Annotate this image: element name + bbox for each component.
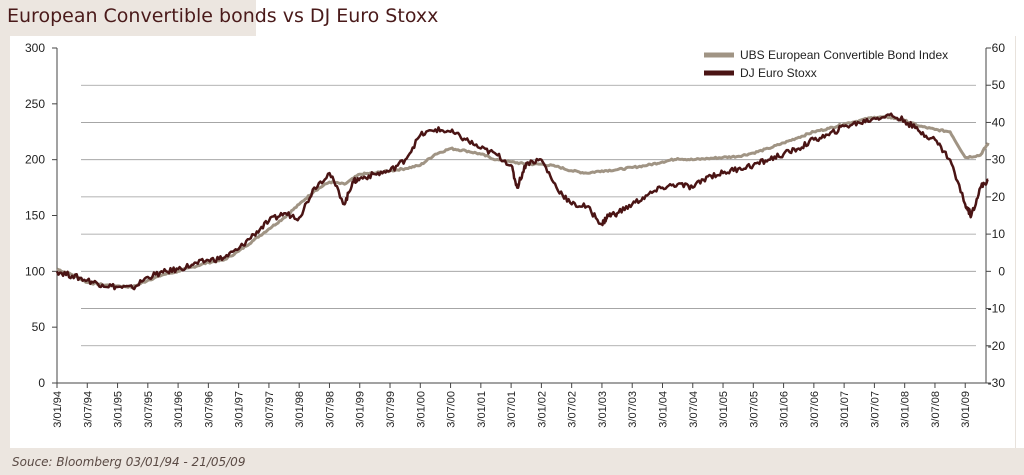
x-tick-label-16: 3/01/02 bbox=[536, 391, 548, 428]
y-left-tick-label-5: 250 bbox=[25, 97, 45, 111]
y-right-tick-label-3: 0 bbox=[998, 264, 1005, 278]
x-tick-label-18: 3/01/03 bbox=[597, 391, 609, 428]
x-tick-label-27: 3/07/07 bbox=[869, 391, 881, 428]
legend-label-stoxx: DJ Euro Stoxx bbox=[740, 66, 817, 80]
y-right-tick-label-9: 60 bbox=[992, 41, 1006, 55]
title-text: European Convertible bonds vs DJ Euro St… bbox=[7, 5, 438, 27]
source-note: Souce: Bloomberg 03/01/94 - 21/05/09 bbox=[12, 455, 246, 469]
x-tick-label-6: 3/01/97 bbox=[234, 391, 246, 428]
x-axis-ticks: 3/01/94 3/07/94 3/01/95 3/07/95 3/01/96 3/07/… bbox=[52, 383, 972, 428]
x-tick-label-23: 3/07/05 bbox=[748, 391, 760, 428]
x-tick-label-22: 3/01/05 bbox=[718, 391, 730, 428]
y-left-tick-label-6: 300 bbox=[25, 41, 45, 55]
x-tick-label-24: 3/01/06 bbox=[779, 391, 791, 428]
x-tick-label-13: 3/07/00 bbox=[446, 391, 458, 428]
y-axis-right-ticks: -30 -20 -10 0 10 20 30 40 50 60 bbox=[986, 41, 1005, 390]
y-right-tick-label-1: -20 bbox=[988, 339, 1006, 353]
footer-shade bbox=[0, 448, 1024, 475]
title-highlight bbox=[0, 0, 256, 37]
y-right-tick-label-8: 50 bbox=[992, 78, 1006, 92]
x-tick-label-10: 3/01/99 bbox=[355, 391, 367, 428]
x-tick-label-21: 3/07/04 bbox=[688, 391, 700, 428]
legend: UBS European Convertible Bond Index DJ E… bbox=[704, 48, 948, 80]
x-tick-label-5: 3/07/96 bbox=[203, 391, 215, 428]
x-tick-label-30: 3/01/09 bbox=[960, 391, 972, 428]
y-left-tick-label-3: 150 bbox=[25, 209, 45, 223]
x-tick-label-8: 3/01/98 bbox=[294, 391, 306, 428]
chart-title: European Convertible bonds vs DJ Euro St… bbox=[0, 0, 438, 37]
y-right-tick-label-5: 20 bbox=[992, 190, 1006, 204]
x-tick-label-14: 3/01/01 bbox=[476, 391, 488, 428]
left-frame-shade bbox=[0, 36, 10, 448]
x-tick-label-4: 3/01/96 bbox=[173, 391, 185, 428]
y-left-tick-label-2: 100 bbox=[25, 264, 45, 278]
x-tick-label-17: 3/07/02 bbox=[567, 391, 579, 428]
y-right-tick-label-4: 10 bbox=[992, 227, 1006, 241]
x-tick-label-0: 3/01/94 bbox=[52, 391, 64, 428]
y-right-tick-label-2: -10 bbox=[988, 302, 1006, 316]
y-right-tick-label-6: 30 bbox=[992, 153, 1006, 167]
x-tick-label-15: 3/07/01 bbox=[506, 391, 518, 428]
x-tick-label-19: 3/07/03 bbox=[627, 391, 639, 428]
x-tick-label-12: 3/01/00 bbox=[415, 391, 427, 428]
x-tick-label-20: 3/01/04 bbox=[657, 391, 669, 428]
title-suffix: vs DJ Euro Stoxx bbox=[282, 5, 439, 27]
x-tick-label-29: 3/07/08 bbox=[930, 391, 942, 428]
x-tick-label-2: 3/01/95 bbox=[113, 391, 125, 428]
chart-panel: 0 50 100 150 200 250 300 -30 -20 -10 0 10 20 30 40 50 6… bbox=[10, 36, 1016, 448]
y-left-tick-label-4: 200 bbox=[25, 153, 45, 167]
y-left-tick-label-0: 0 bbox=[38, 376, 45, 390]
y-right-tick-label-7: 40 bbox=[992, 115, 1006, 129]
x-tick-label-26: 3/01/07 bbox=[839, 391, 851, 428]
x-tick-label-3: 3/07/95 bbox=[143, 391, 155, 428]
y-axis-left-ticks: 0 50 100 150 200 250 300 bbox=[25, 41, 57, 390]
x-tick-label-9: 3/07/98 bbox=[324, 391, 336, 428]
line-chart: 0 50 100 150 200 250 300 -30 -20 -10 0 10 20 30 40 50 6… bbox=[25, 41, 1005, 428]
x-tick-label-28: 3/01/08 bbox=[900, 391, 912, 428]
y-right-tick-label-0: -30 bbox=[988, 376, 1006, 390]
series-lines bbox=[55, 112, 990, 291]
series-line-stoxx bbox=[55, 112, 989, 291]
grid-lines bbox=[81, 84, 976, 347]
x-tick-label-7: 3/07/97 bbox=[264, 391, 276, 428]
x-tick-label-25: 3/07/06 bbox=[809, 391, 821, 428]
y-left-tick-label-1: 50 bbox=[32, 320, 46, 334]
x-tick-label-11: 3/07/99 bbox=[385, 391, 397, 428]
axes bbox=[56, 48, 987, 384]
x-tick-label-1: 3/07/94 bbox=[82, 391, 94, 428]
legend-label-ubs: UBS European Convertible Bond Index bbox=[740, 48, 948, 62]
title-main: European Convertible bonds bbox=[7, 5, 277, 27]
